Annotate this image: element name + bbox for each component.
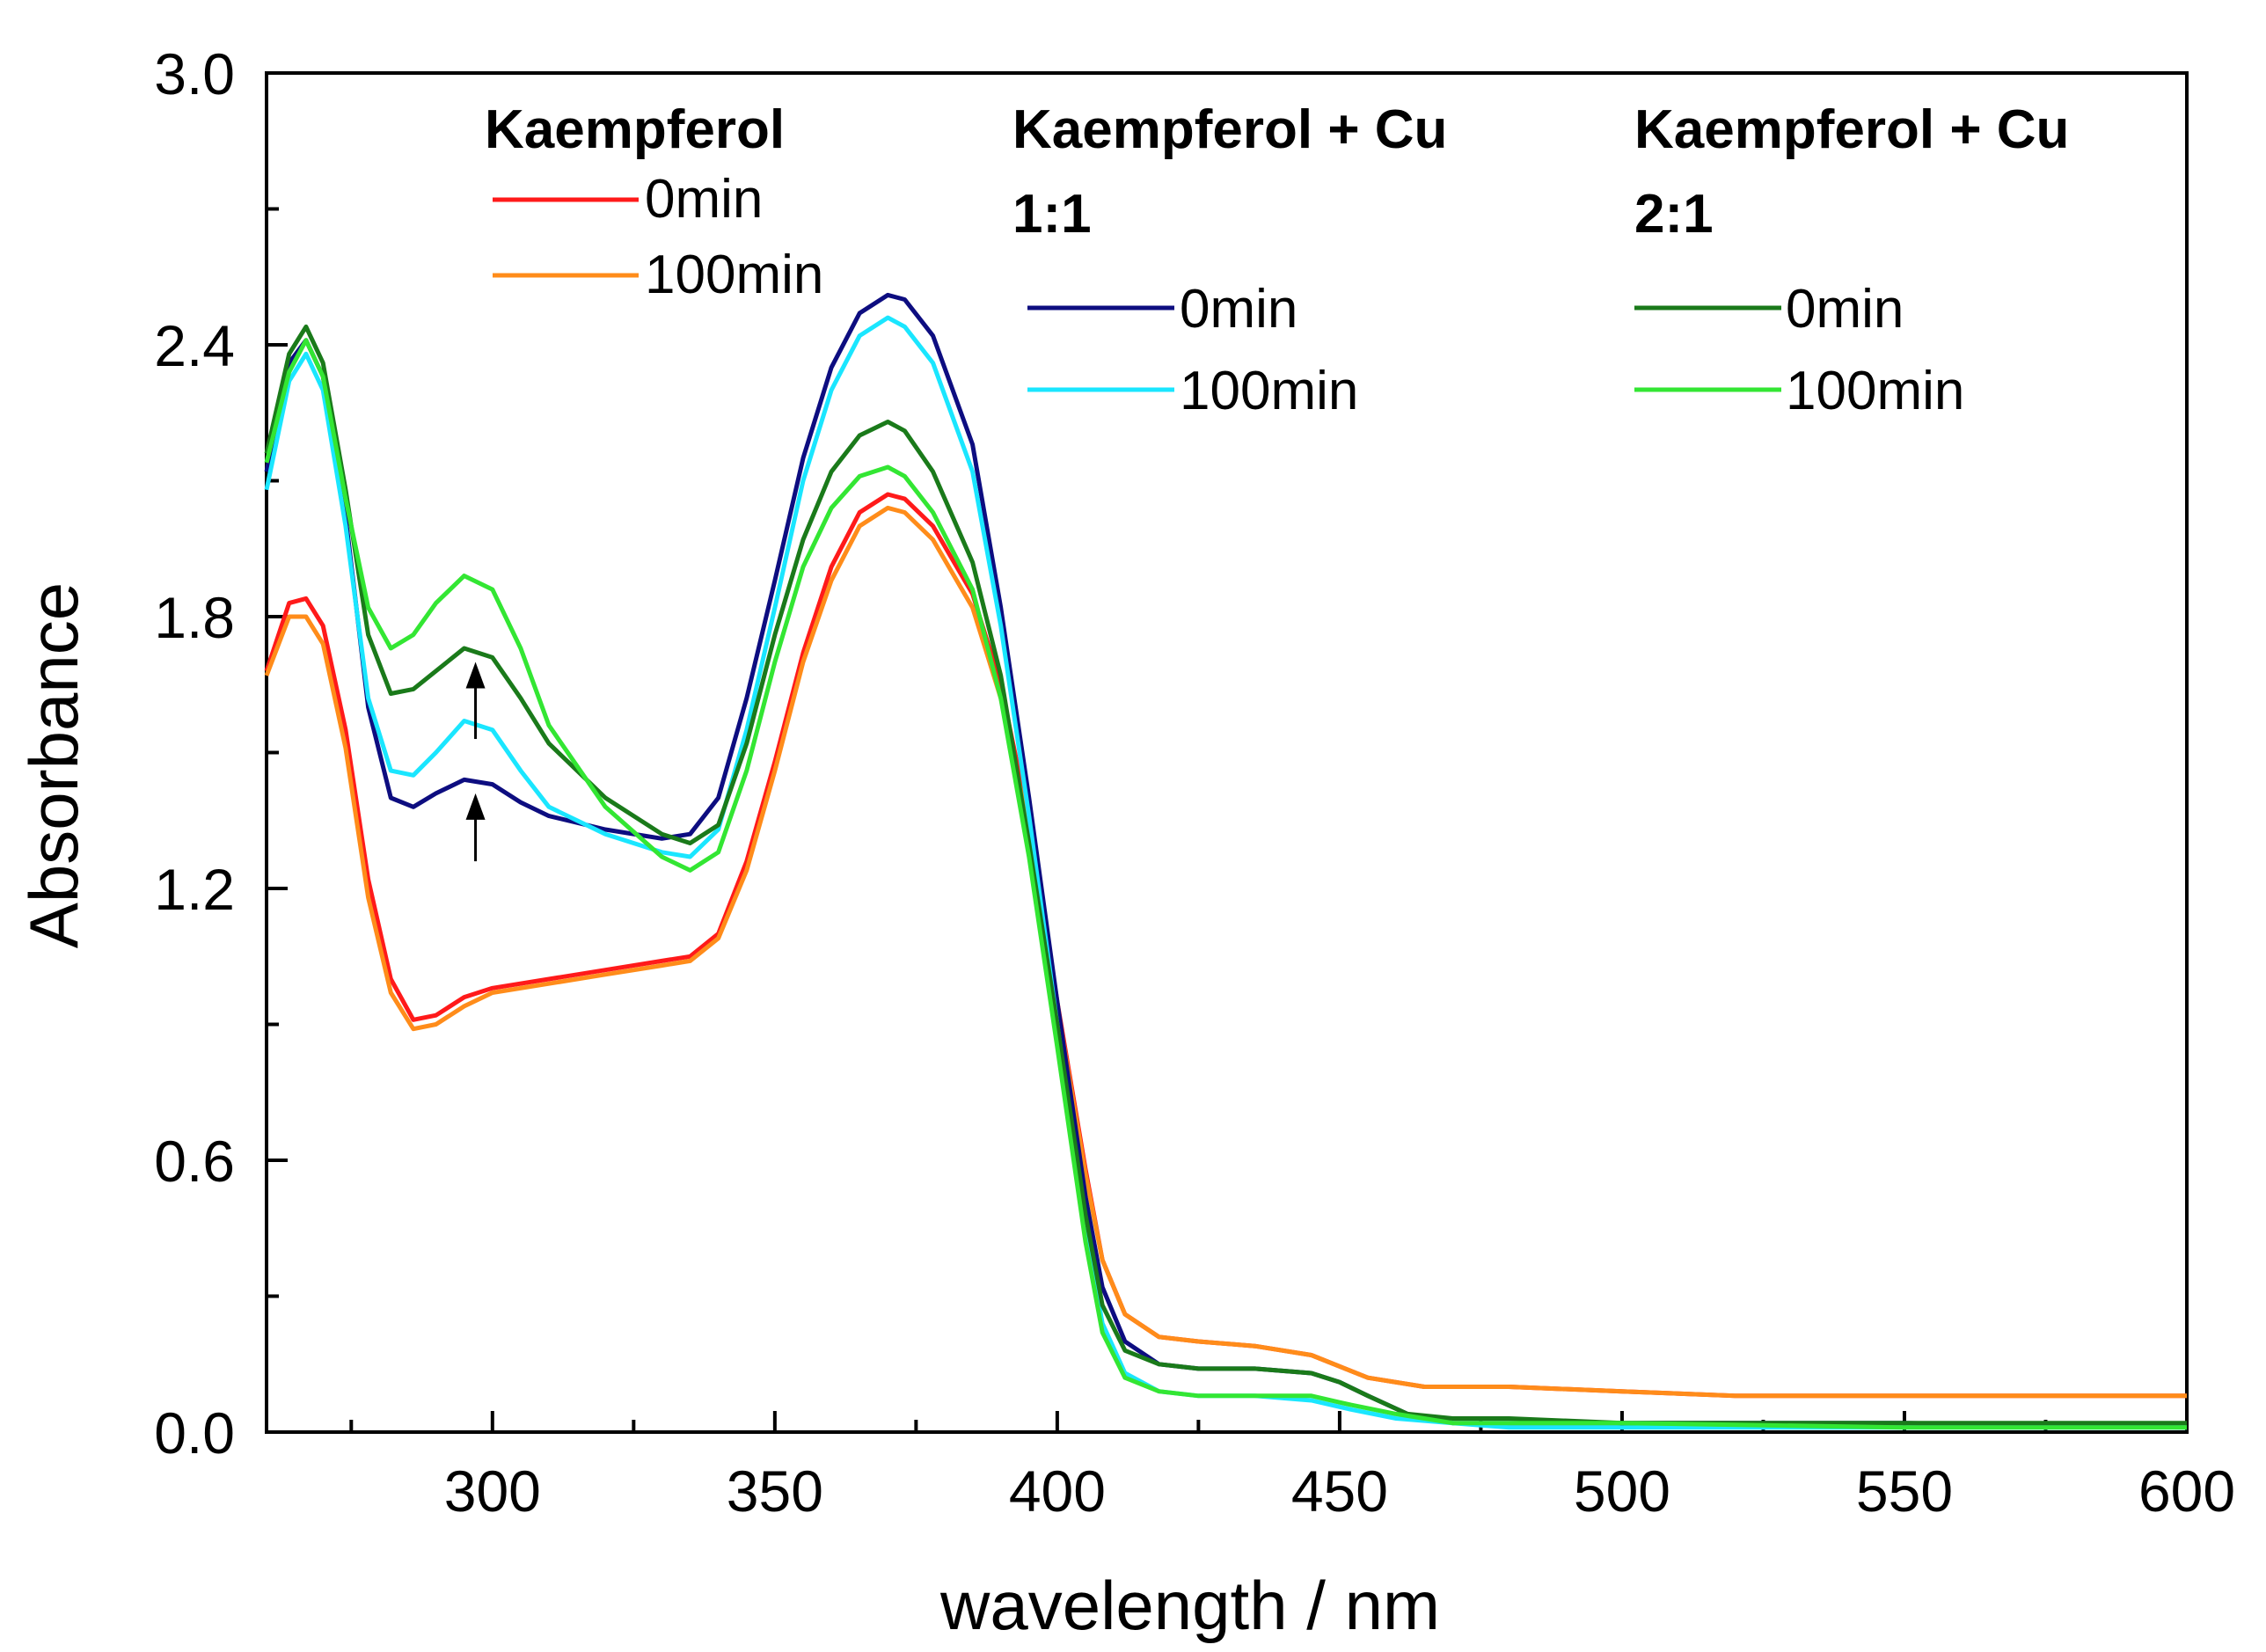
series-line-4 — [264, 315, 2187, 1430]
legend-group-1-title: Kaempferol — [485, 99, 785, 160]
series-line-5 — [264, 324, 2187, 1426]
legend-entry-cu21-0min: 0min — [1786, 279, 1904, 340]
y-tick-label: 0.0 — [154, 1400, 235, 1466]
series-line-3 — [264, 292, 2188, 1430]
annotation-arrow-head-1 — [465, 793, 486, 820]
series-line-6 — [264, 338, 2187, 1430]
legend-group-2-title-line-1: Kaempferol + Cu — [1012, 99, 1447, 160]
y-tick-label: 0.6 — [154, 1129, 235, 1194]
x-tick-label: 500 — [1574, 1458, 1670, 1524]
legend-entry-cu11-0min: 0min — [1180, 279, 1297, 340]
y-axis-title: Absorbance — [15, 582, 92, 948]
y-tick-label: 1.2 — [154, 857, 235, 922]
x-tick-label: 350 — [727, 1458, 823, 1524]
annotations — [465, 662, 486, 862]
legend: Kaempferol 0min 100min Kaempferol + Cu 1… — [485, 99, 2069, 421]
y-tick-label: 2.4 — [154, 313, 235, 378]
legend-group-3-title-line-1: Kaempferol + Cu — [1634, 99, 2069, 160]
series-line-2 — [264, 505, 2187, 1399]
x-tick-label: 400 — [1009, 1458, 1106, 1524]
annotation-arrow-head-2 — [465, 662, 486, 689]
series-line-1 — [264, 492, 2187, 1399]
x-tick-label: 600 — [2138, 1458, 2235, 1524]
x-tick-label: 300 — [444, 1458, 541, 1524]
x-tick-label: 550 — [1856, 1458, 1953, 1524]
legend-entry-cu21-100min: 100min — [1786, 361, 1964, 421]
legend-group-2-title-line-2: 1:1 — [1012, 184, 1092, 245]
x-tick-label: 450 — [1291, 1458, 1388, 1524]
legend-group-3-title-line-2: 2:1 — [1634, 184, 1714, 245]
legend-entry-kaempferol-100min: 100min — [645, 245, 823, 305]
series-lines — [264, 292, 2188, 1430]
legend-entry-cu11-100min: 100min — [1180, 361, 1358, 421]
y-tick-label: 3.0 — [154, 41, 235, 106]
legend-entry-kaempferol-0min: 0min — [645, 169, 763, 230]
tick-labels: 300 350 400 450 500 550 600 0.0 0.6 1.2 1.8 2.4 3.0 — [154, 41, 2235, 1524]
y-tick-label: 1.8 — [154, 585, 235, 650]
x-axis-title: wavelength / nm — [939, 1567, 1440, 1644]
